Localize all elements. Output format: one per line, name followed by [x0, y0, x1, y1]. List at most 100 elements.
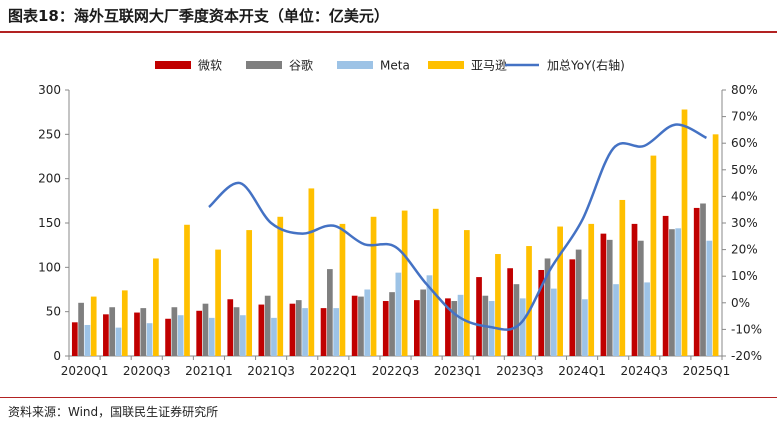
footer-divider — [0, 397, 777, 398]
bar-微软-2023Q2 — [476, 277, 482, 356]
bar-Meta-2025Q1 — [706, 240, 713, 356]
bar-Meta-2021Q2 — [240, 315, 246, 356]
x-tick-label: 2023Q1 — [434, 364, 482, 378]
legend-item-亚马逊: 亚马逊 — [428, 59, 507, 73]
bar-Meta-2020Q2 — [115, 327, 122, 356]
x-tick-label: 2020Q1 — [61, 364, 109, 378]
bar-Meta-2021Q4 — [302, 308, 308, 356]
bar-亚马逊-2020Q4 — [184, 224, 190, 356]
bar-微软-2020Q3 — [134, 312, 140, 356]
y2-tick-label: 60% — [731, 136, 758, 150]
y-tick-label: 250 — [38, 127, 61, 141]
bar-Meta-2024Q2 — [613, 284, 619, 356]
bar-Meta-2023Q4 — [550, 288, 557, 356]
y2-tick-label: 10% — [731, 269, 758, 283]
bar-微软-2022Q3 — [382, 301, 389, 356]
bar-Meta-2021Q3 — [271, 317, 277, 356]
bar-微软-2021Q2 — [227, 299, 234, 356]
bar-亚马逊-2021Q3 — [277, 216, 284, 356]
bar-谷歌-2021Q3 — [264, 295, 271, 356]
bar-Meta-2024Q3 — [644, 282, 650, 356]
bar-谷歌-2020Q4 — [171, 307, 178, 356]
bar-微软-2020Q1 — [71, 322, 78, 356]
bar-谷歌-2020Q3 — [140, 308, 147, 356]
y2-tick-label: 40% — [731, 189, 758, 203]
bar-谷歌-2023Q1 — [451, 301, 458, 356]
y-tick-label: 100 — [38, 260, 61, 274]
bar-谷歌-2022Q1 — [327, 269, 333, 356]
bar-亚马逊-2023Q4 — [557, 226, 563, 356]
bar-微软-2021Q1 — [196, 310, 203, 356]
y2-tick-label: 20% — [731, 243, 758, 257]
bar-微软-2021Q3 — [258, 304, 265, 356]
bar-亚马逊-2020Q3 — [153, 258, 159, 356]
y-tick-label: 150 — [38, 216, 61, 230]
x-tick-label: 2022Q3 — [372, 364, 420, 378]
legend-swatch — [155, 61, 191, 69]
legend-item-加总YoY(右轴): 加总YoY(右轴) — [505, 58, 625, 73]
x-tick-label: 2024Q3 — [620, 364, 668, 378]
x-tick-label: 2021Q1 — [185, 364, 233, 378]
bar-微软-2024Q2 — [600, 233, 607, 356]
y2-tick-label: 30% — [731, 216, 758, 230]
bar-谷歌-2021Q2 — [233, 307, 240, 356]
legend-swatch — [337, 61, 373, 69]
bar-谷歌-2020Q1 — [78, 302, 84, 356]
x-axis: 2020Q1 2020Q3 2021Q1 2021Q3 2022Q1 2022Q3 2023… — [61, 355, 730, 378]
y2-tick-label: -20% — [731, 349, 762, 363]
bar-亚马逊-2022Q4 — [432, 208, 439, 356]
bar-亚马逊-2020Q1 — [90, 296, 97, 356]
bar-Meta-2023Q1 — [457, 294, 464, 356]
bar-亚马逊-2020Q2 — [121, 290, 128, 356]
bar-微软-2024Q4 — [662, 215, 669, 356]
y-tick-label: 200 — [38, 172, 61, 186]
y-tick-label: 50 — [46, 305, 61, 319]
bar-微软-2020Q4 — [165, 318, 171, 356]
bar-微软-2023Q4 — [538, 269, 545, 356]
y-axis-left: 0 50 100 150 200 250 300 — [38, 83, 70, 363]
legend-swatch — [428, 61, 464, 69]
bar-微软-2023Q3 — [507, 268, 513, 356]
bar-谷歌-2024Q2 — [606, 239, 613, 356]
bar-Meta-2021Q1 — [208, 317, 215, 356]
bar-谷歌-2021Q4 — [295, 300, 302, 356]
legend-label: Meta — [380, 59, 410, 73]
bar-微软-2022Q2 — [351, 295, 358, 356]
source-note: 资料来源：Wind，国联民生证券研究所 — [8, 405, 219, 419]
title-divider — [0, 31, 777, 33]
bar-亚马逊-2023Q2 — [495, 254, 501, 356]
y2-tick-label: 70% — [731, 110, 758, 124]
bar-亚马逊-2024Q2 — [619, 199, 626, 356]
bar-亚马逊-2022Q2 — [370, 216, 377, 356]
bar-谷歌-2022Q3 — [389, 292, 395, 356]
bar-谷歌-2024Q4 — [669, 229, 675, 356]
bar-谷歌-2023Q4 — [544, 258, 551, 356]
bar-Meta-2020Q4 — [177, 315, 184, 356]
bar-微软-2023Q1 — [445, 298, 451, 356]
y-tick-label: 0 — [53, 349, 61, 363]
bar-Meta-2024Q1 — [582, 299, 588, 356]
line-yoy — [208, 123, 708, 331]
x-tick-label: 2024Q1 — [558, 364, 606, 378]
y2-tick-label: 80% — [731, 83, 758, 97]
yoy-line-layer — [208, 123, 708, 331]
x-tick-label: 2023Q3 — [496, 364, 544, 378]
bar-亚马逊-2022Q3 — [401, 210, 408, 356]
legend: 微软 谷歌 Meta 亚马逊 加总YoY(右轴) — [155, 58, 625, 73]
bar-微软-2022Q4 — [414, 300, 420, 356]
bar-谷歌-2023Q3 — [513, 284, 520, 356]
y2-tick-label: 50% — [731, 163, 758, 177]
legend-item-谷歌: 谷歌 — [246, 58, 313, 73]
bar-亚马逊-2021Q1 — [215, 249, 221, 356]
bar-微软-2020Q2 — [103, 314, 109, 356]
bar-亚马逊-2022Q1 — [339, 223, 346, 356]
bar-亚马逊-2021Q4 — [308, 188, 315, 356]
bar-谷歌-2022Q4 — [420, 289, 426, 356]
x-tick-label: 2022Q1 — [309, 364, 357, 378]
bar-微软-2021Q4 — [289, 303, 296, 356]
bar-微软-2022Q1 — [320, 308, 327, 356]
y-tick-label: 300 — [38, 83, 61, 97]
legend-item-微软: 微软 — [155, 59, 222, 73]
bar-亚马逊-2024Q4 — [681, 109, 688, 356]
legend-label: 亚马逊 — [471, 59, 507, 73]
